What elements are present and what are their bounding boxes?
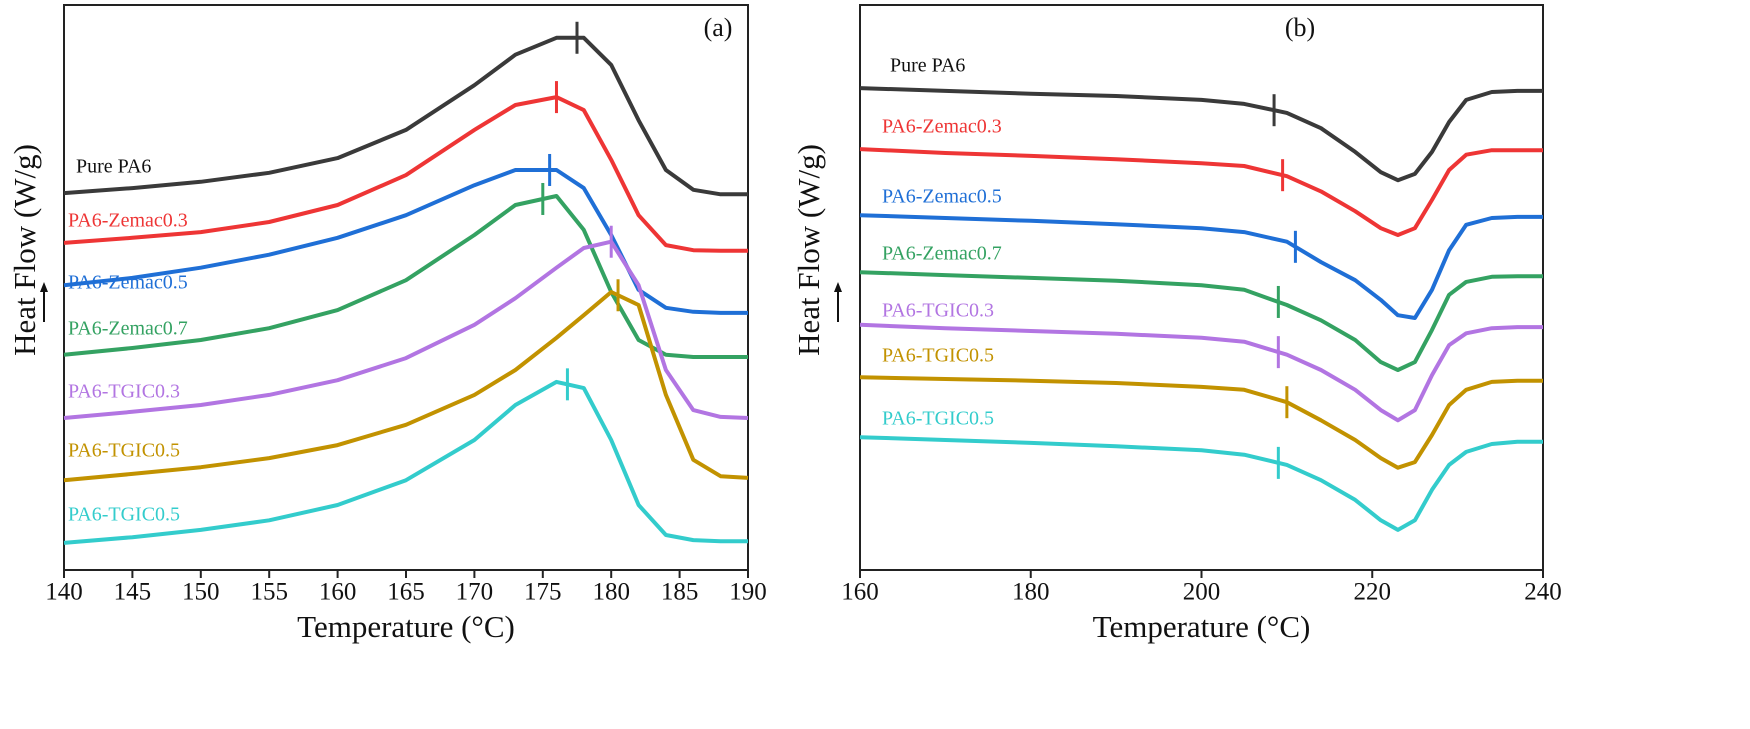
series-label: Pure PA6 [76, 156, 151, 178]
series-line [859, 270, 1543, 372]
series-label: PA6-Zemac0.7 [882, 243, 1002, 265]
series-line [859, 375, 1543, 470]
x-tick-label: 175 [524, 579, 562, 606]
x-tick-label: 160 [841, 579, 879, 606]
y-arrow-head [40, 282, 48, 292]
series-label: PA6-TGIC0.3 [68, 381, 180, 403]
x-tick-label: 240 [1524, 579, 1562, 606]
series-line [859, 213, 1543, 320]
x-tick-label: 185 [661, 579, 699, 606]
x-tick-label: 190 [729, 579, 767, 606]
x-tick-label: 145 [114, 579, 152, 606]
x-tick-label: 155 [250, 579, 288, 606]
x-tick-label: 200 [1183, 579, 1221, 606]
panel: 160 180 200 220 240 Temperature (°C) Heat Flow… [791, 4, 1562, 644]
series-line [63, 239, 749, 420]
series-label: PA6-TGIC0.5 [68, 440, 180, 462]
series-label: PA6-Zemac0.3 [882, 116, 1002, 138]
series-line [859, 322, 1543, 423]
series-label: PA6-TGIC0.3 [882, 300, 994, 322]
y-arrow-head [834, 282, 842, 292]
series-label: PA6-Zemac0.5 [68, 272, 188, 294]
y-axis-label: Heat Flow (W/g) [791, 144, 826, 356]
series-line [63, 290, 749, 483]
x-tick-label: 140 [45, 579, 83, 606]
series-label: PA6-TGIC0.5 [882, 345, 994, 367]
series-line [63, 379, 748, 545]
panel: 140 145 150 155 160 165 170 175 180 185 190 Tempera… [7, 4, 767, 644]
series-label: Pure PA6 [890, 55, 965, 77]
x-tick-label: 180 [592, 579, 630, 606]
series-label: PA6-Zemac0.5 [882, 186, 1002, 208]
x-tick-label: 165 [387, 579, 425, 606]
series-line [63, 168, 748, 315]
series-label: PA6-TGIC0.5 [882, 408, 994, 430]
series-line [63, 35, 748, 197]
series-label: PA6-Zemac0.7 [68, 318, 188, 340]
series-line [859, 435, 1543, 532]
series-line [63, 95, 748, 253]
x-axis-label: Temperature (°C) [297, 609, 515, 644]
y-axis-label: Heat Flow (W/g) [7, 144, 42, 356]
series-label: PA6-Zemac0.3 [68, 210, 188, 232]
x-tick-label: 220 [1354, 579, 1392, 606]
series-label: PA6-TGIC0.5 [68, 504, 180, 526]
series-line [859, 147, 1543, 237]
series-line [859, 86, 1543, 183]
x-tick-label: 150 [182, 579, 220, 606]
panel-label: (b) [1285, 13, 1315, 42]
panel-label: (a) [704, 13, 733, 42]
x-tick-label: 170 [456, 579, 494, 606]
x-tick-label: 160 [319, 579, 357, 606]
series-line [63, 194, 748, 359]
x-axis-label: Temperature (°C) [1093, 609, 1311, 644]
x-tick-label: 180 [1012, 579, 1050, 606]
